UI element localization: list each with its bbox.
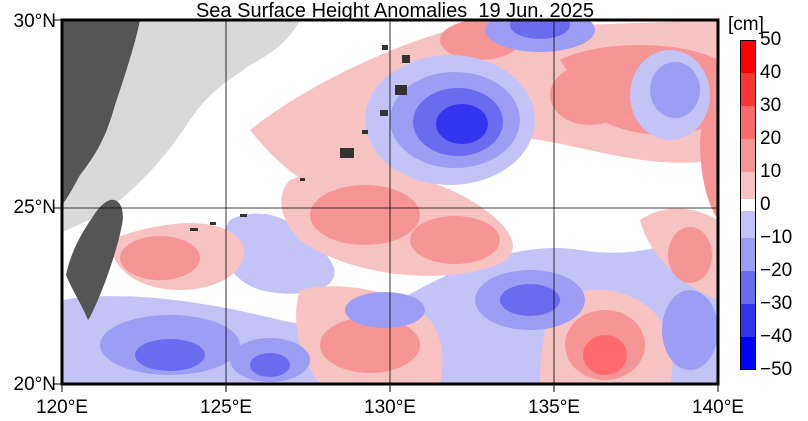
lat-label-30n: 30°N [13, 11, 56, 32]
lon-label-140e: 140°E [692, 397, 744, 418]
colorbar-tick-label: −20 [760, 260, 793, 281]
colorbar-swatch [740, 139, 756, 172]
negative-eddy-southeast-2 [500, 284, 560, 316]
colorbar-swatch [740, 337, 756, 370]
map-title: Sea Surface Height Anomalies 19 Jun. 202… [195, 0, 595, 22]
graticule [62, 20, 718, 384]
colorbar-tick-label: 40 [760, 62, 782, 83]
colorbar-tick-label: −50 [760, 359, 793, 380]
lon-label-120e: 120°E [36, 397, 88, 418]
negative-eddy-east [662, 290, 718, 370]
colorbar-swatch [740, 205, 756, 238]
colorbar-tick-label: −40 [760, 326, 793, 347]
colorbar-frame [740, 40, 756, 370]
positive-core-west [120, 236, 200, 280]
colorbar-swatch [740, 304, 756, 337]
lon-label-135e: 135°E [528, 397, 580, 418]
lon-label-125e: 125°E [200, 397, 252, 418]
colorbar-swatch [740, 238, 756, 271]
colorbar-tick-label: −10 [760, 227, 793, 248]
negative-eddy-large-4 [436, 104, 488, 144]
taiwan-island [66, 199, 123, 320]
negative-field-central [221, 213, 335, 294]
negative-eddy-south-mid-2 [250, 353, 290, 377]
ryukyu-islands [190, 45, 410, 231]
colorbar-swatch [740, 40, 756, 73]
negative-eddy-south-west-2 [135, 339, 205, 371]
positive-core-east [668, 227, 712, 283]
colorbar-tick-label: 10 [760, 161, 782, 182]
lat-label-25n: 25°N [13, 197, 56, 218]
colorbar-swatch [740, 106, 756, 139]
negative-eddy-north-2 [510, 20, 570, 39]
positive-core-central-2 [410, 216, 500, 264]
colorbar-tick-label: 0 [760, 194, 771, 215]
colorbar-tick-label: 20 [760, 128, 782, 149]
colorbar-tick-label: 30 [760, 95, 782, 116]
colorbar-tick-label: −30 [760, 293, 793, 314]
colorbar-tick-label: 50 [760, 29, 782, 50]
negative-eddy-northeast-2 [650, 62, 700, 118]
colorbar-swatch [740, 172, 756, 205]
colorbar-zero-band [740, 199, 756, 211]
colorbar-unit: [cm] [728, 14, 764, 35]
lat-label-20n: 20°N [13, 374, 56, 395]
colorbar-swatch [740, 271, 756, 304]
negative-eddy-center-south [345, 292, 425, 328]
positive-core-central [310, 185, 420, 245]
lon-label-130e: 130°E [364, 397, 416, 418]
positive-east-rim [700, 60, 718, 220]
positive-core-south [320, 317, 420, 373]
colorbar [740, 40, 756, 370]
colorbar-swatch [740, 73, 756, 106]
positive-core-southeast-2 [583, 335, 627, 375]
tick-marks [54, 19, 719, 392]
positive-core-northeast [550, 65, 630, 125]
china-coast-dark [62, 20, 140, 205]
